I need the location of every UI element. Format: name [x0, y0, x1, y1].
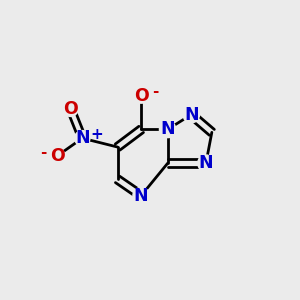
Text: O: O: [134, 86, 148, 104]
Text: N: N: [134, 187, 148, 205]
Circle shape: [159, 121, 176, 138]
Text: -: -: [40, 145, 46, 160]
Text: N: N: [160, 120, 175, 138]
Circle shape: [183, 106, 200, 123]
Text: N: N: [184, 106, 199, 124]
Text: +: +: [90, 127, 103, 142]
Text: N: N: [75, 129, 90, 147]
Circle shape: [63, 101, 78, 116]
Text: -: -: [152, 85, 158, 100]
Circle shape: [75, 130, 90, 146]
Circle shape: [133, 188, 149, 204]
Text: O: O: [63, 100, 78, 118]
Circle shape: [50, 148, 65, 164]
Text: N: N: [199, 154, 213, 172]
Circle shape: [198, 155, 214, 172]
Text: O: O: [50, 147, 64, 165]
Circle shape: [134, 88, 149, 103]
